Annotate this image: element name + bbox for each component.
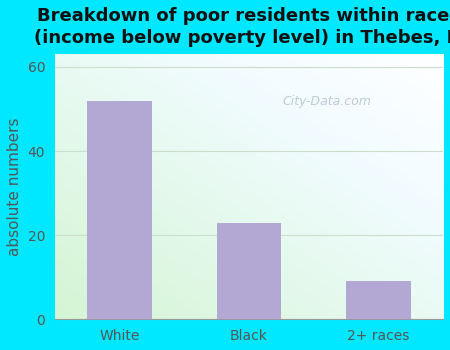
Bar — [216, 223, 281, 319]
Y-axis label: absolute numbers: absolute numbers — [7, 118, 22, 256]
Title: Breakdown of poor residents within races
(income below poverty level) in Thebes,: Breakdown of poor residents within races… — [34, 7, 450, 47]
Text: City-Data.com: City-Data.com — [282, 96, 371, 108]
Bar — [87, 100, 152, 319]
Bar — [346, 281, 411, 319]
